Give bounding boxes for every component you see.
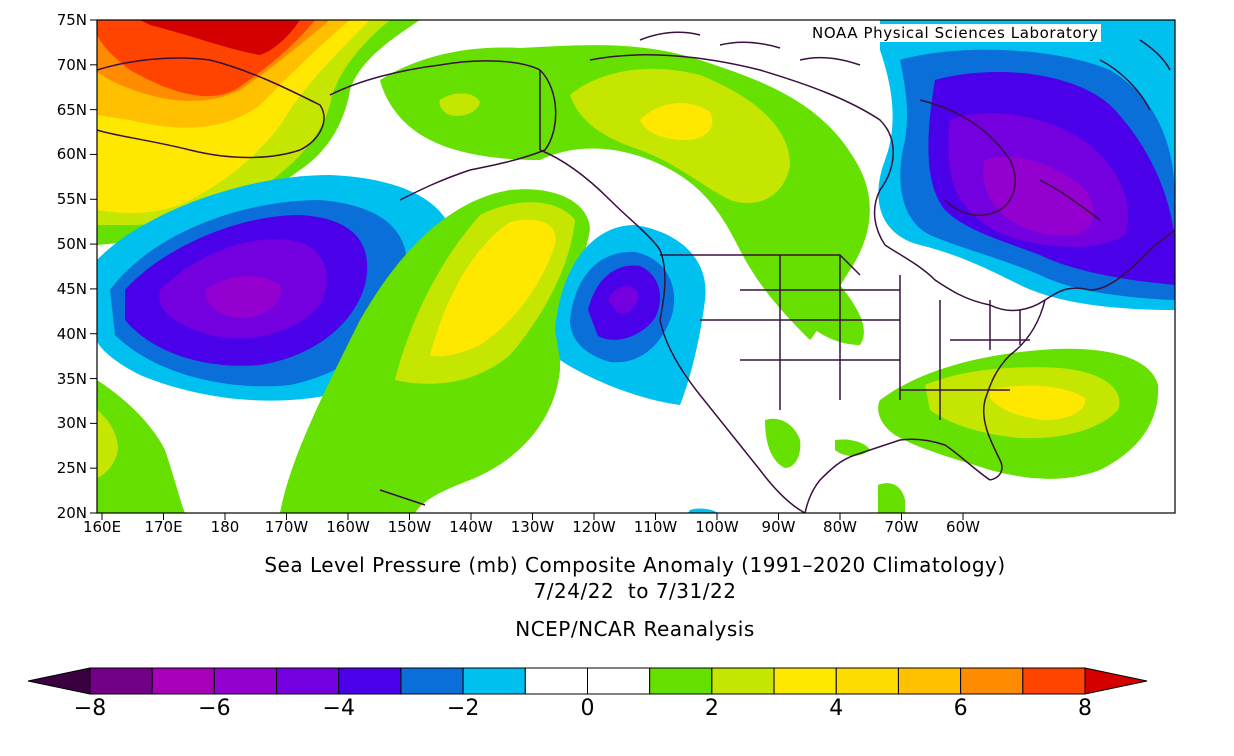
colorbar-label: −8: [73, 696, 107, 721]
contour-canada-4: [640, 102, 713, 140]
colorbar-label: 8: [1078, 696, 1092, 721]
contour-tiny-neg1: [688, 508, 718, 513]
contour-gulf-2: [878, 483, 905, 513]
colorbar-segment: [400, 667, 464, 695]
contour-bering-8: [140, 20, 300, 55]
colorbar-label: −4: [322, 696, 355, 721]
longitude-label: 90W: [761, 518, 796, 536]
axis-ticks: [90, 19, 964, 520]
colorbar-label: 2: [704, 696, 719, 721]
colorbar-segment: [89, 667, 153, 695]
longitude-label: 150W: [387, 518, 432, 536]
date-range: 7/24/22 to 7/31/22: [533, 579, 737, 603]
latitude-label: 55N: [56, 190, 87, 209]
colorbar-under-arrow: [27, 667, 91, 695]
coastlines: [97, 31, 1175, 513]
colorbar-over-arrow: [1084, 667, 1148, 695]
contour-midpac-4: [430, 219, 556, 357]
contour-pnw-neg4: [608, 286, 639, 314]
colorbar-segment: [835, 667, 899, 695]
latitude-label: 40N: [56, 324, 87, 343]
contour-plains-2: [760, 249, 864, 345]
longitude-label: 120W: [572, 518, 616, 536]
latitude-label: 30N: [56, 414, 87, 433]
latitude-label: 20N: [56, 504, 87, 522]
colorbar-label: −2: [446, 696, 480, 721]
longitude-label: 60W: [946, 518, 980, 536]
contour-mexico-2: [765, 418, 801, 468]
contour-seus-4: [990, 385, 1086, 420]
latitude-label: 60N: [56, 145, 87, 164]
colorbar-label: 0: [580, 696, 595, 721]
colorbar-label: 4: [829, 696, 844, 721]
longitude-label: 140W: [449, 518, 493, 536]
colorbar-segment: [773, 667, 837, 695]
longitude-label: 180: [210, 518, 240, 536]
colorbar-label: −6: [198, 696, 231, 721]
longitude-label: 170E: [144, 518, 183, 536]
longitude-label: 160W: [326, 518, 370, 536]
longitude-label: 130W: [510, 518, 555, 536]
colorbar-segment: [1022, 667, 1086, 695]
contour-wpac-3: [97, 410, 118, 478]
latitude-label: 70N: [56, 55, 87, 74]
latitude-label: 65N: [56, 100, 87, 119]
longitude-label: 110W: [633, 518, 678, 536]
longitude-label: 170W: [264, 518, 309, 536]
longitude-label: 70W: [884, 518, 919, 536]
latitude-label: 75N: [56, 11, 87, 29]
pressure-anomaly-field: [97, 20, 1175, 513]
contour-gulf2-2: [835, 439, 870, 456]
chart-title: Sea Level Pressure (mb) Composite Anomal…: [264, 553, 1006, 577]
colorbar-segment: [462, 667, 526, 695]
colorbar-segment: [276, 667, 340, 695]
contour-wpac-2: [97, 380, 185, 513]
latitude-label: 50N: [56, 235, 87, 254]
latitude-label: 45N: [56, 279, 87, 298]
contour-alaska-2: [439, 93, 480, 116]
longitude-label: 160E: [82, 518, 122, 536]
colorbar-label: 6: [953, 696, 968, 721]
colorbar-segment: [151, 667, 215, 695]
colorbar-segment: [587, 667, 651, 695]
contour-npac-neg5: [205, 275, 281, 318]
colorbar-segment: [338, 667, 402, 695]
latitude-label: 25N: [56, 459, 87, 478]
credit-label: NOAA Physical Sciences Laboratory: [810, 24, 1101, 42]
colorbar: [27, 667, 1148, 695]
colorbar-segment: [524, 667, 588, 695]
colorbar-segment: [960, 667, 1024, 695]
colorbar-segment: [213, 667, 278, 695]
longitude-label: 80W: [823, 518, 857, 536]
colorbar-segment: [897, 667, 962, 695]
colorbar-segment: [649, 667, 713, 695]
latitude-label: 35N: [56, 369, 87, 388]
data-source: NCEP/NCAR Reanalysis: [515, 617, 755, 641]
map-frame: [96, 19, 1176, 514]
longitude-label: 100W: [695, 518, 739, 536]
colorbar-segment: [711, 667, 775, 695]
contour-hudson-neg5: [983, 156, 1094, 236]
